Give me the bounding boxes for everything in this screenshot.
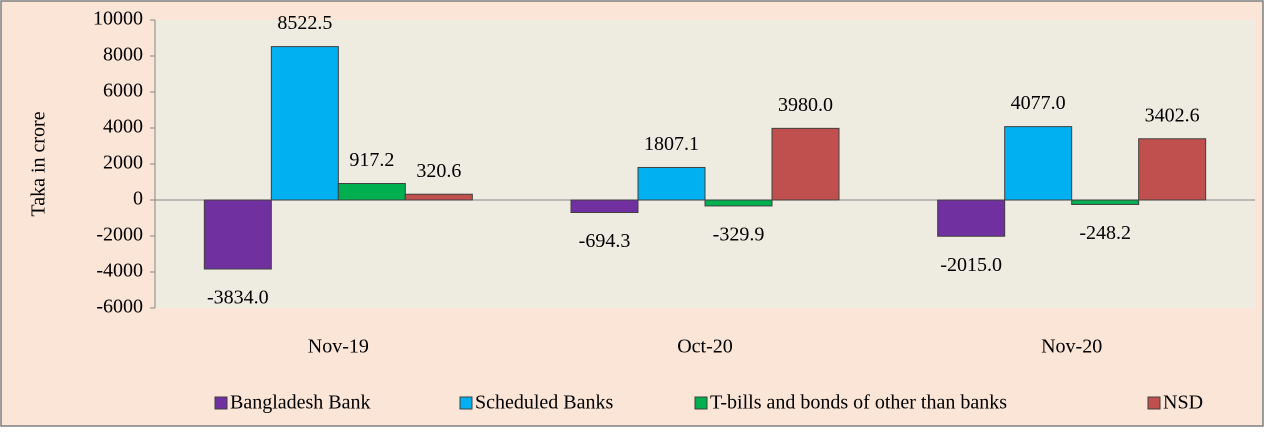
value-label: 3402.6 (1145, 104, 1200, 126)
value-label: -3834.0 (207, 287, 269, 309)
legend-label: Bangladesh Bank (230, 392, 371, 414)
bar (1071, 199, 1140, 205)
y-tick-label: -4000 (96, 260, 143, 282)
legend-swatch (1147, 396, 1161, 410)
legend-swatch (214, 396, 228, 410)
legend-swatch (694, 396, 708, 410)
bar (1004, 126, 1073, 201)
legend-swatch (459, 396, 473, 410)
bar (570, 199, 639, 213)
y-tick-label: -2000 (96, 224, 143, 246)
value-label: -248.2 (1079, 222, 1131, 244)
legend-label: Scheduled Banks (475, 392, 614, 414)
value-label: 8522.5 (277, 12, 332, 34)
y-tick-label: -6000 (96, 296, 143, 318)
bar (337, 182, 406, 201)
y-tick-label: 0 (133, 188, 143, 210)
value-label: 1807.1 (644, 133, 699, 155)
value-label: -329.9 (713, 224, 765, 246)
bar (404, 193, 473, 201)
x-tick-label: Nov-19 (308, 336, 369, 358)
value-label: 4077.0 (1011, 92, 1066, 114)
y-tick-label: 10000 (93, 8, 143, 30)
bar (704, 199, 773, 207)
bar (203, 199, 272, 270)
bar (937, 199, 1006, 237)
y-tick-label: 8000 (103, 44, 143, 66)
value-label: 917.2 (349, 149, 394, 171)
bar (771, 127, 840, 201)
y-tick-label: 6000 (103, 80, 143, 102)
bar (270, 46, 339, 201)
value-label: -694.3 (579, 230, 631, 252)
y-tick-label: 2000 (103, 152, 143, 174)
value-label: 3980.0 (778, 94, 833, 116)
y-tick-label: 4000 (103, 116, 143, 138)
x-tick-label: Oct-20 (677, 336, 733, 358)
x-tick-label: Nov-20 (1041, 336, 1102, 358)
bar (1138, 138, 1207, 201)
y-axis-label: Taka in crore (28, 111, 50, 216)
bar (637, 166, 706, 201)
legend-label: NSD (1163, 392, 1203, 414)
legend-label: T-bills and bonds of other than banks (710, 392, 1007, 414)
value-label: -2015.0 (940, 254, 1002, 276)
value-label: 320.6 (416, 160, 461, 182)
